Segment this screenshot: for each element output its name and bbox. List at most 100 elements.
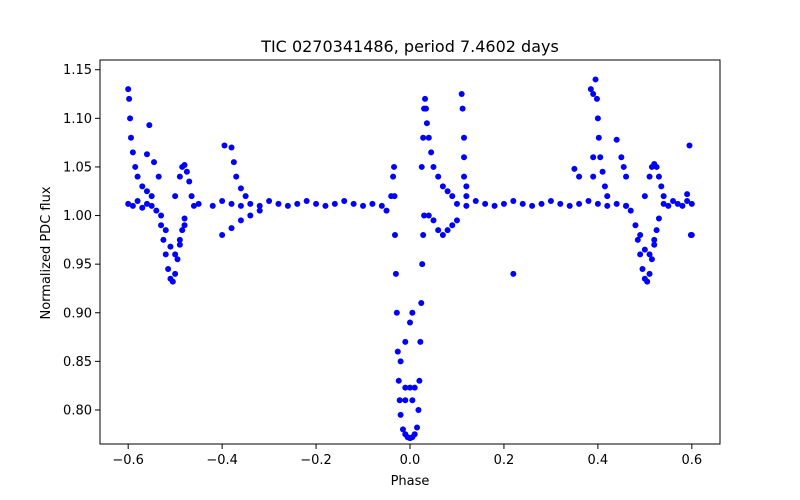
- data-point: [247, 212, 254, 219]
- y-tick-label: 1.00: [63, 209, 92, 224]
- data-point: [472, 197, 479, 204]
- data-point: [402, 384, 409, 391]
- data-point: [482, 200, 489, 207]
- data-point: [461, 173, 468, 180]
- data-point: [391, 231, 398, 238]
- data-point: [397, 358, 404, 365]
- data-point: [414, 424, 421, 431]
- data-point: [458, 91, 465, 98]
- data-point: [601, 183, 608, 190]
- data-point: [646, 251, 653, 258]
- data-point: [125, 86, 132, 93]
- data-point: [439, 231, 446, 238]
- data-point: [428, 149, 435, 156]
- data-point: [128, 134, 134, 141]
- data-point: [181, 215, 188, 222]
- data-point: [463, 183, 470, 190]
- data-point: [247, 200, 254, 207]
- x-tick-label: 0.2: [494, 453, 515, 468]
- data-point: [688, 200, 695, 207]
- data-point: [418, 163, 425, 170]
- data-point: [637, 231, 644, 238]
- data-point: [219, 231, 226, 238]
- data-point: [627, 207, 634, 214]
- data-point: [665, 202, 672, 209]
- data-point: [491, 202, 498, 209]
- data-point: [391, 163, 398, 170]
- data-point: [148, 193, 155, 200]
- y-tick-label: 1.10: [63, 112, 92, 127]
- data-point: [409, 309, 416, 316]
- data-point: [420, 231, 427, 238]
- data-point: [256, 207, 263, 214]
- data-point: [604, 202, 611, 209]
- data-point: [592, 76, 599, 83]
- data-point: [331, 200, 338, 207]
- data-point: [183, 168, 190, 175]
- data-point: [417, 338, 424, 345]
- data-point: [176, 241, 183, 248]
- data-point: [395, 377, 402, 384]
- data-point: [129, 149, 136, 156]
- data-point: [461, 134, 468, 141]
- data-point: [158, 212, 165, 219]
- x-tick-label: 0.0: [400, 453, 421, 468]
- data-point: [435, 227, 442, 234]
- data-point: [632, 222, 639, 229]
- data-point: [411, 384, 418, 391]
- data-point: [162, 227, 169, 234]
- data-point: [165, 266, 172, 273]
- data-point: [126, 95, 133, 102]
- data-point: [341, 197, 348, 204]
- data-point: [623, 173, 630, 180]
- data-point: [646, 173, 653, 180]
- data-point: [176, 236, 183, 243]
- data-point: [228, 144, 235, 151]
- data-point: [396, 397, 403, 404]
- data-point: [143, 200, 150, 207]
- data-point: [641, 193, 648, 200]
- data-point: [151, 159, 158, 166]
- scatter-points: [125, 76, 695, 442]
- data-point: [585, 197, 592, 204]
- data-point: [174, 256, 181, 263]
- data-point: [158, 222, 165, 229]
- x-tick-label: 0.6: [681, 453, 702, 468]
- data-point: [139, 204, 146, 211]
- data-point: [294, 200, 301, 207]
- data-point: [444, 227, 451, 234]
- data-point: [430, 163, 437, 170]
- data-point: [623, 202, 630, 209]
- y-tick-label: 0.85: [63, 355, 92, 370]
- data-point: [139, 183, 146, 190]
- data-point: [674, 200, 681, 207]
- data-point: [186, 178, 193, 185]
- data-point: [639, 266, 646, 273]
- y-tick-label: 1.05: [63, 160, 92, 175]
- data-point: [430, 217, 437, 224]
- y-axis-label: Normalized PDC flux: [39, 186, 54, 319]
- data-point: [590, 91, 597, 98]
- data-point: [547, 197, 554, 204]
- data-point: [422, 105, 429, 112]
- data-point: [597, 154, 604, 161]
- data-point: [658, 183, 665, 190]
- data-point: [181, 222, 188, 229]
- data-point: [129, 202, 136, 209]
- data-point: [394, 348, 401, 355]
- data-point: [594, 115, 601, 122]
- data-point: [228, 200, 235, 207]
- data-point: [566, 202, 573, 209]
- data-point: [670, 197, 677, 204]
- data-point: [143, 151, 150, 158]
- data-point: [391, 193, 398, 200]
- data-point: [172, 270, 179, 277]
- data-point: [134, 173, 141, 180]
- data-point: [571, 165, 578, 172]
- data-point: [125, 200, 132, 207]
- data-point: [155, 173, 162, 180]
- data-point: [407, 319, 413, 326]
- data-point: [679, 202, 686, 209]
- data-point: [604, 193, 611, 200]
- x-tick-label: −0.6: [112, 453, 144, 468]
